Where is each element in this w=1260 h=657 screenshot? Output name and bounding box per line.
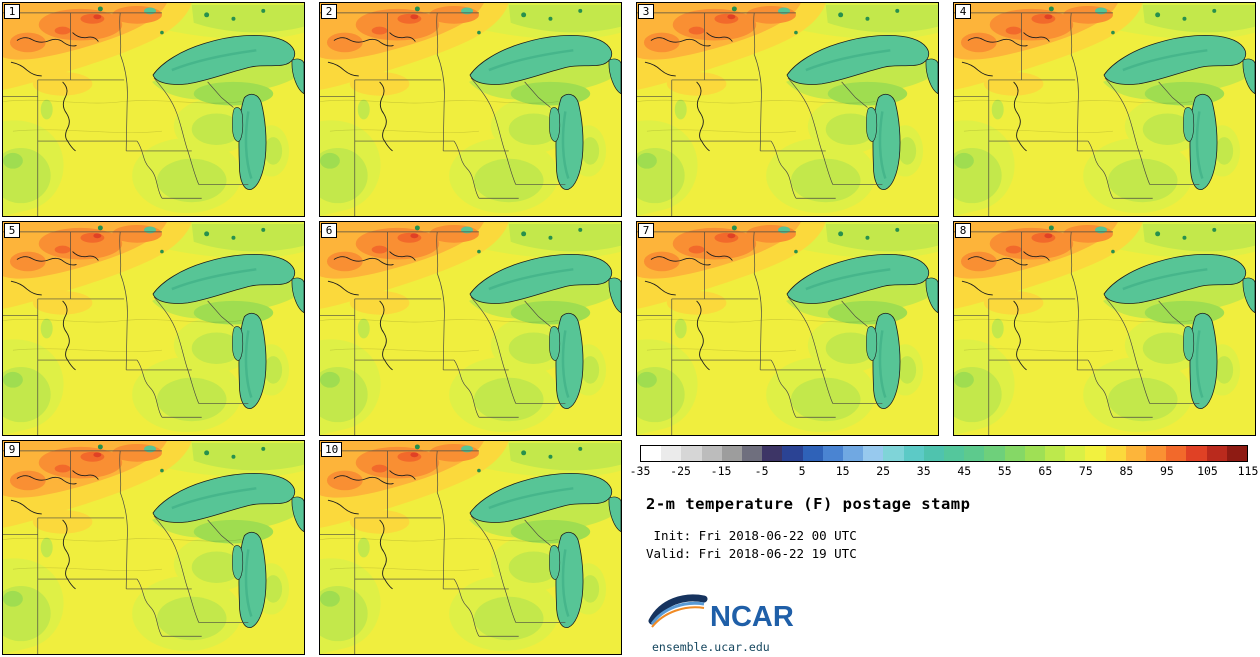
ensemble-member-panel: 7	[636, 221, 939, 436]
colorbar-tick-label: 95	[1159, 464, 1174, 478]
colorbar-segment	[1166, 446, 1187, 461]
time-lines: Init: Fri 2018-06-22 00 UTC Valid: Fri 2…	[646, 527, 1256, 563]
member-number-label: 9	[4, 442, 20, 457]
ensemble-member-panel: 8	[953, 221, 1256, 436]
colorbar-segment	[964, 446, 985, 461]
chart-title: 2-m temperature (F) postage stamp	[646, 495, 971, 513]
temperature-map	[3, 441, 304, 654]
colorbar-segment	[661, 446, 682, 461]
ensemble-member-panel: 4	[953, 2, 1256, 217]
colorbar-segment	[1206, 446, 1227, 461]
colorbar-segment	[1085, 446, 1106, 461]
temperature-map	[320, 441, 621, 654]
ensemble-member-panel: 2	[319, 2, 622, 217]
member-number-label: 1	[4, 4, 20, 19]
temperature-map	[637, 222, 938, 435]
ensemble-member-panel: 6	[319, 221, 622, 436]
member-number-label: 6	[321, 223, 337, 238]
colorbar-tick-label: -35	[629, 464, 651, 478]
temperature-colorbar	[640, 445, 1248, 462]
member-number-label: 8	[955, 223, 971, 238]
ncar-swoosh-lightblue-icon	[650, 601, 705, 625]
colorbar-tick-label: 15	[835, 464, 850, 478]
colorbar-segment	[1004, 446, 1025, 461]
temperature-map	[3, 222, 304, 435]
colorbar-segment	[923, 446, 945, 461]
ncar-swoosh-orange-icon	[651, 606, 705, 628]
colorbar-tick-label: 45	[957, 464, 972, 478]
colorbar-segment	[903, 446, 924, 461]
colorbar-segment	[883, 446, 904, 461]
colorbar-tick-label: -15	[710, 464, 732, 478]
colorbar-tick-label: 105	[1197, 464, 1218, 478]
colorbar-segment	[1045, 446, 1066, 461]
temperature-map	[320, 3, 621, 216]
colorbar-tick-label: 85	[1119, 464, 1134, 478]
ensemble-member-panel: 9	[2, 440, 305, 655]
temperature-map	[637, 3, 938, 216]
member-number-label: 10	[321, 442, 343, 457]
ensemble-member-panel: 5	[2, 221, 305, 436]
colorbar-segment	[1146, 446, 1167, 461]
member-number-label: 3	[638, 4, 654, 19]
legend-info-block: -35 -25 -15 -5 5 15 25 35 45 55 65 75 85 95 105 115 2-m…	[630, 440, 1259, 655]
colorbar-tick-label: 65	[1038, 464, 1053, 478]
ensemble-member-panel: 10	[319, 440, 622, 655]
temperature-map	[3, 3, 304, 216]
colorbar-tick-label: 115	[1237, 464, 1259, 478]
ensemble-member-panel: 1	[2, 2, 305, 217]
colorbar-segment	[1125, 446, 1147, 461]
colorbar-segment	[701, 446, 722, 461]
colorbar-tick-row: -35 -25 -15 -5 5 15 25 35 45 55 65 75 85 95 105 115	[630, 464, 1259, 479]
ncar-swoosh-icon	[648, 594, 708, 625]
colorbar-segment	[1226, 446, 1248, 461]
member-number-label: 5	[4, 223, 20, 238]
colorbar-segment	[843, 446, 864, 461]
member-number-label: 7	[638, 223, 654, 238]
temperature-map	[954, 3, 1255, 216]
temperature-map	[320, 222, 621, 435]
valid-line: Valid: Fri 2018-06-22 19 UTC	[646, 546, 857, 562]
colorbar-tick-label: 75	[1078, 464, 1093, 478]
temperature-map	[954, 222, 1255, 435]
colorbar-tick-label: -25	[670, 464, 691, 478]
member-number-label: 4	[955, 4, 971, 19]
colorbar-segment	[984, 446, 1005, 461]
colorbar-segment	[1105, 446, 1126, 461]
colorbar-segment	[1186, 446, 1207, 461]
ncar-logo-text: NCAR	[710, 601, 794, 633]
ncar-logo: NCAR ensemble.ucar.edu	[648, 590, 818, 654]
colorbar-tick-label: 35	[916, 464, 931, 478]
colorbar-segment	[863, 446, 884, 461]
colorbar-segment	[802, 446, 823, 461]
ensemble-member-panel: 3	[636, 2, 939, 217]
colorbar-segment	[762, 446, 783, 461]
colorbar-segment	[1024, 446, 1046, 461]
colorbar-tick-label: -5	[754, 464, 769, 478]
colorbar-segment	[681, 446, 702, 461]
colorbar-segment	[944, 446, 965, 461]
member-number-label: 2	[321, 4, 337, 19]
init-line: Init: Fri 2018-06-22 00 UTC	[646, 528, 857, 543]
colorbar-tick-label: 55	[997, 464, 1012, 478]
colorbar-segment	[742, 446, 763, 461]
colorbar-segment	[1065, 446, 1086, 461]
colorbar-segment	[822, 446, 844, 461]
colorbar-segment	[782, 446, 803, 461]
ncar-logo-graphic: NCAR	[648, 594, 794, 633]
colorbar-segment	[641, 446, 662, 461]
site-label: ensemble.ucar.edu	[652, 640, 770, 654]
colorbar-segment	[721, 446, 743, 461]
colorbar-tick-label: 25	[876, 464, 891, 478]
colorbar-tick-label: 5	[798, 464, 806, 478]
